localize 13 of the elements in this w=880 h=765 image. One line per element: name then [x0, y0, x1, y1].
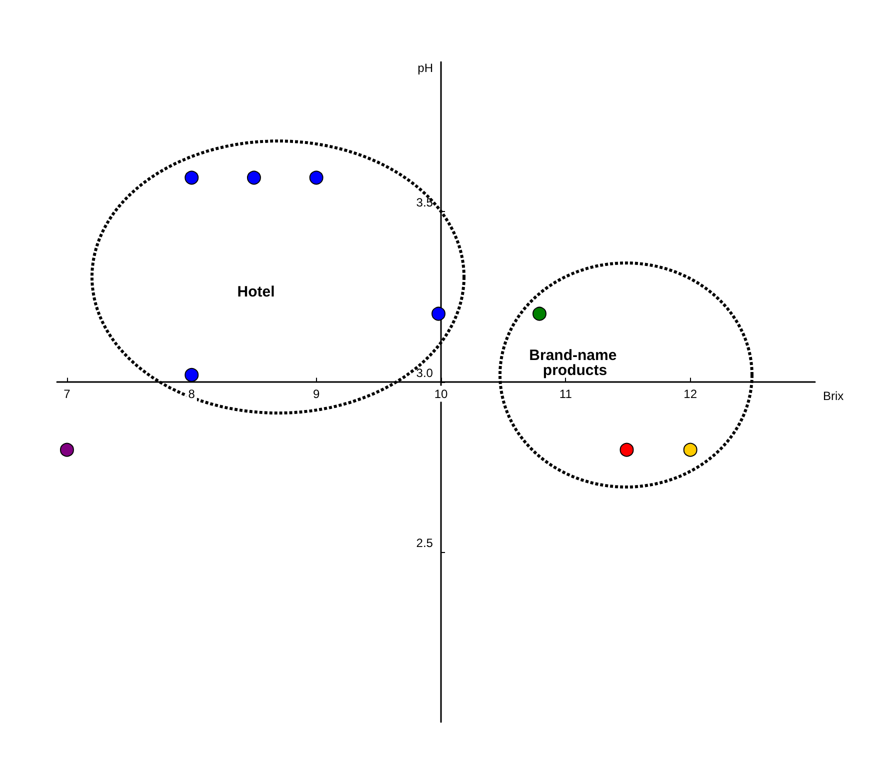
x-tick-label: 9 — [312, 386, 320, 401]
x-tick-label: 12 — [684, 386, 698, 401]
x-tick-label: 7 — [64, 386, 71, 401]
x-axis-title: Brix — [823, 388, 844, 403]
y-axis-title: pH — [418, 61, 433, 75]
y-tick-label: 3.0 — [416, 366, 434, 380]
y-tick-label: 3.5 — [416, 196, 434, 210]
x-tick-label: 10 — [434, 386, 448, 401]
x-tick-label: 8 — [188, 386, 196, 401]
y-tick-label: 2.5 — [416, 536, 434, 550]
annotation: Hotel — [237, 284, 275, 300]
annotation: Brand-name products — [529, 347, 621, 379]
x-tick-label: 11 — [559, 386, 572, 401]
